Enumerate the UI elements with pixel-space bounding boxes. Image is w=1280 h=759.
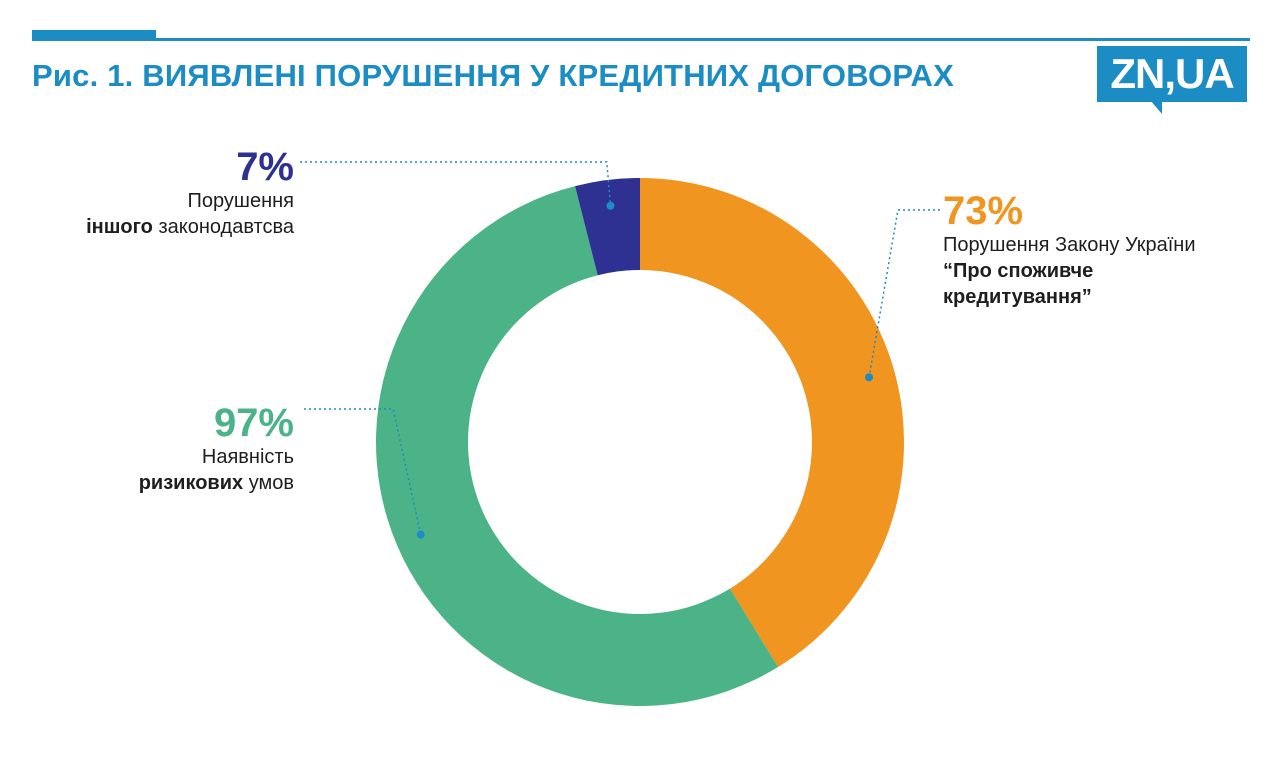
label-other-line1: Порушення [187,190,294,212]
value-label-other: 7% [236,145,294,189]
leader-dot-law [865,373,874,382]
leader-dot-risk [416,530,425,539]
label-risk-rest: умов [248,472,294,494]
leader-lines [300,161,940,539]
label-law-line2: “Про споживче [943,260,1094,282]
label-other-rest: законодавтсва [158,216,294,238]
label-law-line1: Порушення Закону України [943,234,1196,256]
legend-label-risk: 97% Наявність ризикових умов [139,402,294,496]
leader-line-law [868,209,940,378]
leader-dot-other [606,201,615,210]
chart-title: Рис. 1. ВИЯВЛЕНІ ПОРУШЕННЯ У КРЕДИТНИХ Д… [32,58,954,93]
donut-slices [375,178,904,707]
value-label-law: 73% [943,189,1024,233]
label-law-line3: кредитування” [943,286,1092,308]
leader-line-other [300,161,612,206]
donut-slice-other [575,178,640,276]
legend-label-other: 7% Порушення іншого законодавтсва [86,146,294,240]
donut-slice-risk [375,186,779,707]
header-rule-accent [32,30,156,39]
header-rule [32,38,1250,41]
legend-label-law: 73% Порушення Закону України “Про спожив… [943,190,1196,310]
label-risk-line1: Наявність [201,446,294,468]
label-other-bold: іншого [86,216,153,238]
zn-ua-logo[interactable]: ZN,UA [1097,46,1247,102]
donut-slice-law [640,178,904,668]
logo-tail-icon [1150,100,1162,114]
value-label-risk: 97% [213,401,294,445]
label-risk-bold: ризикових [138,472,244,494]
